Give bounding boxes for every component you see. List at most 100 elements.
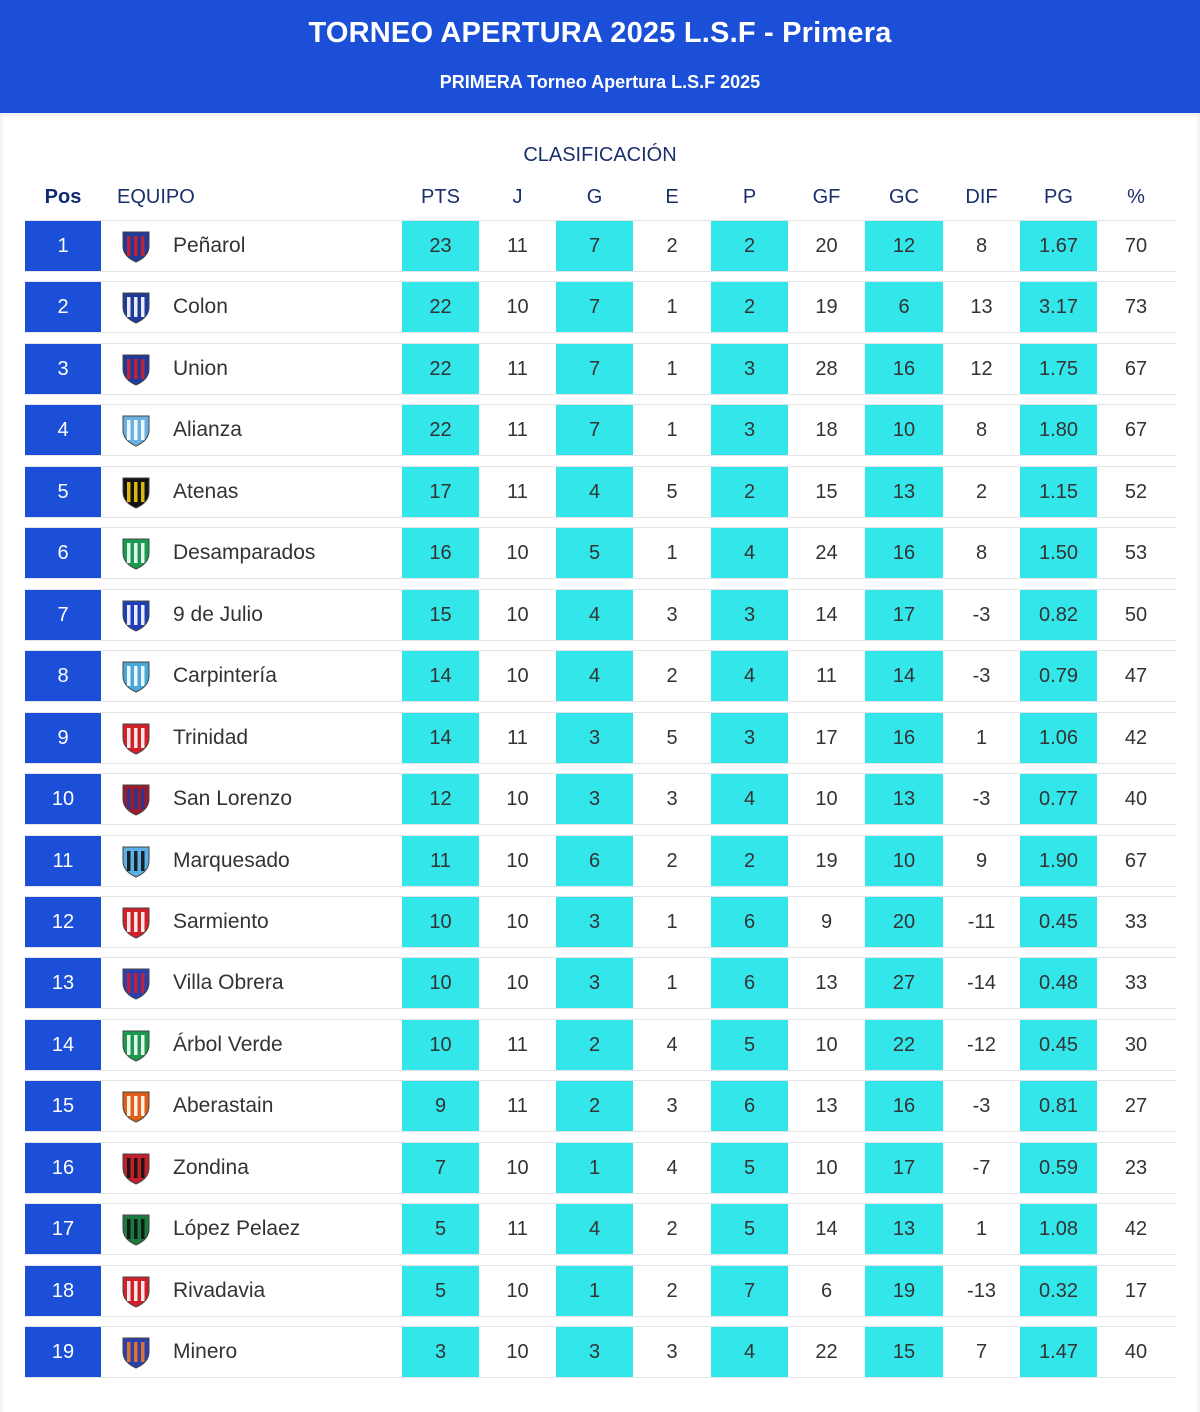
g-cell: 1 bbox=[556, 1143, 633, 1193]
team-name[interactable]: Sarmiento bbox=[173, 910, 269, 933]
g-cell: 3 bbox=[556, 1327, 633, 1377]
pg-cell: 0.48 bbox=[1020, 958, 1097, 1008]
team-name[interactable]: San Lorenzo bbox=[173, 787, 293, 810]
j-cell: 10 bbox=[506, 850, 529, 872]
team-crest-icon bbox=[122, 1337, 150, 1369]
e-cell: 2 bbox=[666, 665, 678, 687]
team-name[interactable]: Trinidad bbox=[173, 726, 249, 749]
table-row: 3 Union 22 11 7 1 3 28 16 12 1.75 67 bbox=[25, 343, 1176, 395]
p-cell: 2 bbox=[711, 221, 788, 271]
pg-cell: 0.77 bbox=[1020, 774, 1097, 824]
pct-cell: 50 bbox=[1124, 604, 1148, 626]
pct-cell: 23 bbox=[1124, 1157, 1148, 1179]
team-name[interactable]: Desamparados bbox=[173, 541, 316, 564]
team-crest-icon bbox=[122, 1153, 150, 1185]
table-row: 13 Villa Obrera 10 10 3 1 6 13 27 -14 0.48 33 bbox=[25, 957, 1176, 1009]
team-name[interactable]: Carpintería bbox=[173, 664, 277, 687]
gc-cell: 17 bbox=[865, 590, 943, 640]
p-cell: 7 bbox=[711, 1266, 788, 1316]
team-crest-icon bbox=[122, 661, 150, 693]
e-cell: 1 bbox=[666, 296, 678, 318]
gf-cell: 9 bbox=[820, 911, 833, 933]
dif-cell: 9 bbox=[975, 850, 988, 872]
dif-cell: -14 bbox=[967, 972, 996, 994]
pts-cell: 7 bbox=[402, 1143, 479, 1193]
pct-cell: 42 bbox=[1124, 727, 1148, 749]
pg-cell: 1.08 bbox=[1020, 1204, 1097, 1254]
j-cell: 10 bbox=[506, 1157, 529, 1179]
e-cell: 4 bbox=[666, 1034, 678, 1056]
team-name[interactable]: Peñarol bbox=[173, 234, 246, 257]
j-cell: 10 bbox=[506, 1280, 529, 1302]
team-name[interactable]: Zondina bbox=[173, 1156, 249, 1179]
pts-cell: 10 bbox=[402, 897, 479, 947]
pct-cell: 70 bbox=[1124, 235, 1148, 257]
g-cell: 3 bbox=[556, 774, 633, 824]
pg-cell: 0.45 bbox=[1020, 897, 1097, 947]
team-name[interactable]: Rivadavia bbox=[173, 1279, 266, 1302]
pg-cell: 0.32 bbox=[1020, 1266, 1097, 1316]
team-name[interactable]: Minero bbox=[173, 1340, 238, 1363]
dif-cell: -13 bbox=[967, 1280, 996, 1302]
gf-cell: 11 bbox=[816, 665, 837, 687]
table-row: 7 9 de Julio 15 10 4 3 3 14 17 -3 0.82 50 bbox=[25, 589, 1176, 641]
colhead-gc: GC bbox=[889, 186, 919, 208]
g-cell: 6 bbox=[556, 836, 633, 886]
team-name[interactable]: Árbol Verde bbox=[173, 1033, 283, 1056]
table-row: 17 López Pelaez 5 11 4 2 5 14 13 1 1.08 42 bbox=[25, 1203, 1176, 1255]
team-name[interactable]: 9 de Julio bbox=[173, 603, 263, 626]
dif-cell: -12 bbox=[967, 1034, 996, 1056]
position-cell: 7 bbox=[25, 590, 101, 640]
page-header: TORNEO APERTURA 2025 L.S.F - Primera PRI… bbox=[0, 0, 1200, 113]
j-cell: 11 bbox=[507, 1218, 528, 1240]
team-name[interactable]: López Pelaez bbox=[173, 1217, 301, 1240]
page-subtitle: PRIMERA Torneo Apertura L.S.F 2025 bbox=[439, 72, 761, 92]
table-row: 10 San Lorenzo 12 10 3 3 4 10 13 -3 0.77 40 bbox=[25, 773, 1176, 825]
g-cell: 4 bbox=[556, 1204, 633, 1254]
page-title: TORNEO APERTURA 2025 L.S.F - Primera bbox=[308, 17, 892, 49]
gf-cell: 18 bbox=[815, 419, 838, 441]
p-cell: 4 bbox=[711, 1327, 788, 1377]
gc-cell: 13 bbox=[865, 1204, 943, 1254]
team-name[interactable]: Marquesado bbox=[173, 849, 290, 872]
dif-cell: -3 bbox=[972, 1095, 991, 1117]
g-cell: 3 bbox=[556, 958, 633, 1008]
pct-cell: 40 bbox=[1124, 1341, 1148, 1363]
pts-cell: 5 bbox=[402, 1204, 479, 1254]
team-crest-icon bbox=[122, 1030, 150, 1062]
pg-cell: 1.75 bbox=[1020, 344, 1097, 394]
pg-cell: 1.67 bbox=[1020, 221, 1097, 271]
g-cell: 3 bbox=[556, 713, 633, 763]
gf-cell: 13 bbox=[815, 972, 838, 994]
dif-cell: 8 bbox=[975, 542, 988, 564]
team-name[interactable]: Union bbox=[173, 357, 228, 380]
e-cell: 4 bbox=[666, 1157, 678, 1179]
colhead-dif: DIF bbox=[965, 186, 998, 208]
position-cell: 17 bbox=[25, 1204, 101, 1254]
position-cell: 10 bbox=[25, 774, 101, 824]
g-cell: 5 bbox=[556, 528, 633, 578]
pts-cell: 5 bbox=[402, 1266, 479, 1316]
gc-cell: 10 bbox=[865, 405, 943, 455]
team-name[interactable]: Atenas bbox=[173, 480, 239, 503]
team-name[interactable]: Aberastain bbox=[173, 1094, 274, 1117]
j-cell: 10 bbox=[506, 296, 529, 318]
colhead-j: J bbox=[512, 186, 523, 208]
gf-cell: 17 bbox=[815, 727, 838, 749]
colhead-pts: PTS bbox=[421, 186, 460, 208]
j-cell: 11 bbox=[507, 1034, 528, 1056]
pts-cell: 15 bbox=[402, 590, 479, 640]
team-crest-icon bbox=[122, 1091, 150, 1123]
colhead-gf: GF bbox=[812, 186, 841, 208]
j-cell: 11 bbox=[507, 235, 528, 257]
pg-cell: 1.90 bbox=[1020, 836, 1097, 886]
e-cell: 2 bbox=[666, 850, 678, 872]
dif-cell: 13 bbox=[970, 296, 993, 318]
team-name[interactable]: Villa Obrera bbox=[173, 971, 284, 994]
team-name[interactable]: Colon bbox=[173, 295, 228, 318]
pct-cell: 67 bbox=[1124, 850, 1148, 872]
team-name[interactable]: Alianza bbox=[173, 418, 242, 441]
gc-cell: 16 bbox=[865, 1081, 943, 1131]
pts-cell: 16 bbox=[402, 528, 479, 578]
table-row: 15 Aberastain 9 11 2 3 6 13 16 -3 0.81 27 bbox=[25, 1080, 1176, 1132]
